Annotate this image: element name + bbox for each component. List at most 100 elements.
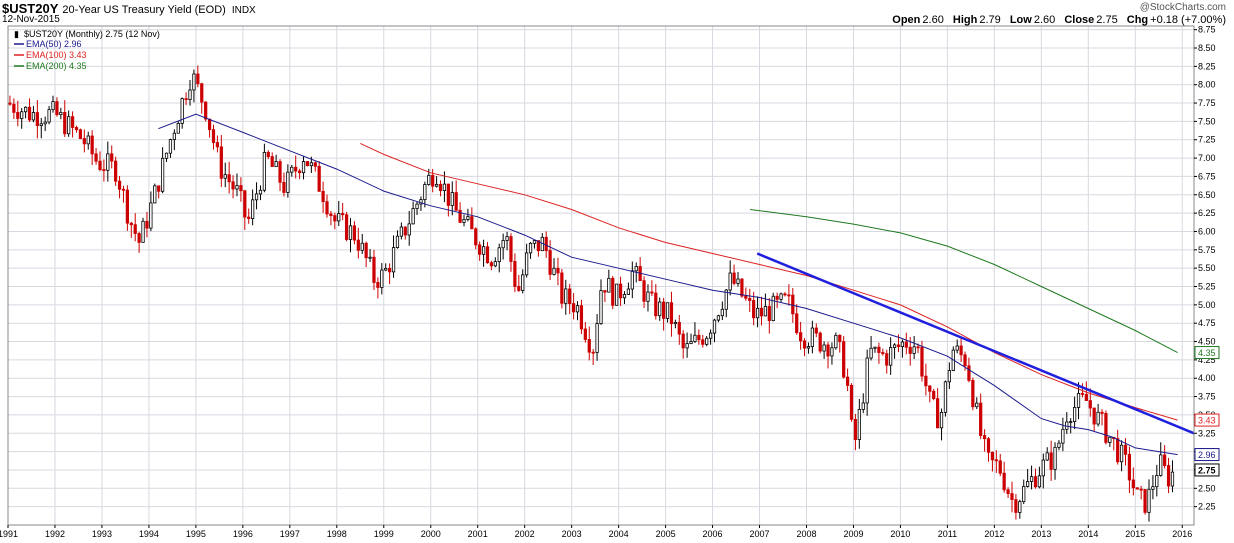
candle-body-up — [630, 270, 634, 290]
candle-body-up — [1119, 444, 1124, 463]
x-tick-label: 2011 — [938, 529, 957, 539]
candle — [43, 116, 47, 132]
candle — [20, 108, 24, 129]
candle-body-down — [802, 340, 807, 349]
candle-body-down — [1080, 393, 1085, 395]
candle-body-down — [438, 183, 443, 192]
candle-body-up — [86, 135, 90, 145]
candle — [920, 340, 924, 382]
candle — [716, 314, 721, 323]
candle — [810, 320, 814, 354]
candle-body-up — [1159, 454, 1163, 476]
high-value: 2.79 — [979, 14, 1001, 26]
y-tick-label: 5.50 — [1198, 263, 1216, 273]
candle — [822, 341, 826, 359]
candle — [141, 217, 145, 243]
candle-body-down — [618, 283, 623, 299]
close-label: Close — [1064, 14, 1095, 26]
candle — [313, 161, 317, 172]
stockcharts-watermark: @StockCharts.com — [1139, 2, 1226, 13]
candle — [900, 339, 905, 358]
candle — [1163, 445, 1167, 469]
candle — [1045, 447, 1049, 461]
value-badge-label: 2.96 — [1198, 450, 1216, 460]
candle-body-up — [1037, 475, 1042, 488]
candle — [528, 241, 533, 259]
candle-body-up — [532, 240, 537, 244]
candle-body-down — [1104, 413, 1108, 443]
candle — [1139, 485, 1143, 500]
candle — [391, 235, 396, 278]
candle — [728, 260, 732, 296]
candle-body-down — [845, 376, 850, 386]
candle — [869, 335, 873, 361]
candle-layer — [8, 65, 1175, 522]
candle — [1088, 388, 1092, 417]
candle — [693, 322, 697, 344]
candle — [1108, 436, 1112, 447]
candle — [399, 222, 403, 240]
candle-body-up — [235, 185, 239, 190]
candle-body-up — [501, 240, 505, 249]
y-tick-label: 3.75 — [1198, 392, 1216, 402]
y-tick-label: 8.00 — [1198, 80, 1216, 90]
candle — [802, 338, 807, 357]
candle — [1057, 440, 1061, 451]
candle — [1135, 487, 1139, 490]
candle-body-up — [258, 189, 263, 195]
candle — [685, 332, 689, 358]
candle-body-up — [262, 151, 266, 191]
candle — [70, 111, 75, 138]
candle-body-down — [313, 162, 317, 167]
resistance-trendline — [756, 252, 1195, 435]
candle — [117, 175, 122, 199]
x-tick-label: 2003 — [562, 529, 582, 539]
candle — [587, 326, 591, 361]
candle-body-up — [176, 122, 180, 134]
candle — [571, 293, 576, 320]
candle-body-up — [943, 381, 948, 413]
candle-body-up — [873, 346, 877, 349]
candle-body-up — [708, 332, 713, 339]
candle-body-up — [1096, 411, 1100, 425]
candle-body-down — [117, 180, 122, 190]
candle-body-up — [822, 344, 826, 352]
candle — [1053, 442, 1057, 480]
candle — [1100, 409, 1104, 426]
value-badge: 2.75 — [1194, 463, 1220, 477]
candle-body-down — [110, 153, 114, 162]
candle — [532, 239, 537, 249]
candle-body-down — [787, 294, 791, 297]
x-tick-label: 2009 — [843, 529, 863, 539]
candle — [493, 257, 497, 268]
chg-label: Chg — [1126, 14, 1149, 26]
candle-body-up — [188, 89, 192, 101]
y-tick-label: 5.25 — [1198, 282, 1216, 292]
candle — [936, 388, 940, 429]
candle — [102, 159, 106, 182]
ticker-symbol: $UST20Y — [2, 1, 59, 16]
candle — [1049, 440, 1053, 481]
candle-body-down — [998, 460, 1002, 474]
candle-body-down — [215, 142, 220, 148]
candle-body-down — [791, 294, 795, 315]
candle — [928, 385, 932, 403]
candle — [31, 106, 36, 123]
candle-body-up — [24, 106, 28, 113]
chg-value: +0.18 (+7.00%) — [1150, 14, 1226, 26]
candle — [947, 362, 951, 389]
candle-body-up — [31, 112, 36, 121]
candle-body-down — [204, 101, 208, 120]
candle — [638, 257, 642, 282]
candle — [845, 368, 850, 392]
candle-body-up — [1053, 446, 1057, 470]
candle-body-down — [681, 333, 685, 349]
candle-body-down — [990, 451, 995, 461]
candle — [501, 233, 505, 260]
ema-line-layer — [158, 113, 1195, 456]
candle-body-down — [219, 146, 223, 179]
candle-body-up — [728, 272, 732, 291]
candle-body-down — [775, 295, 779, 300]
candle — [121, 185, 126, 203]
x-tick-label: 2016 — [1172, 529, 1192, 539]
